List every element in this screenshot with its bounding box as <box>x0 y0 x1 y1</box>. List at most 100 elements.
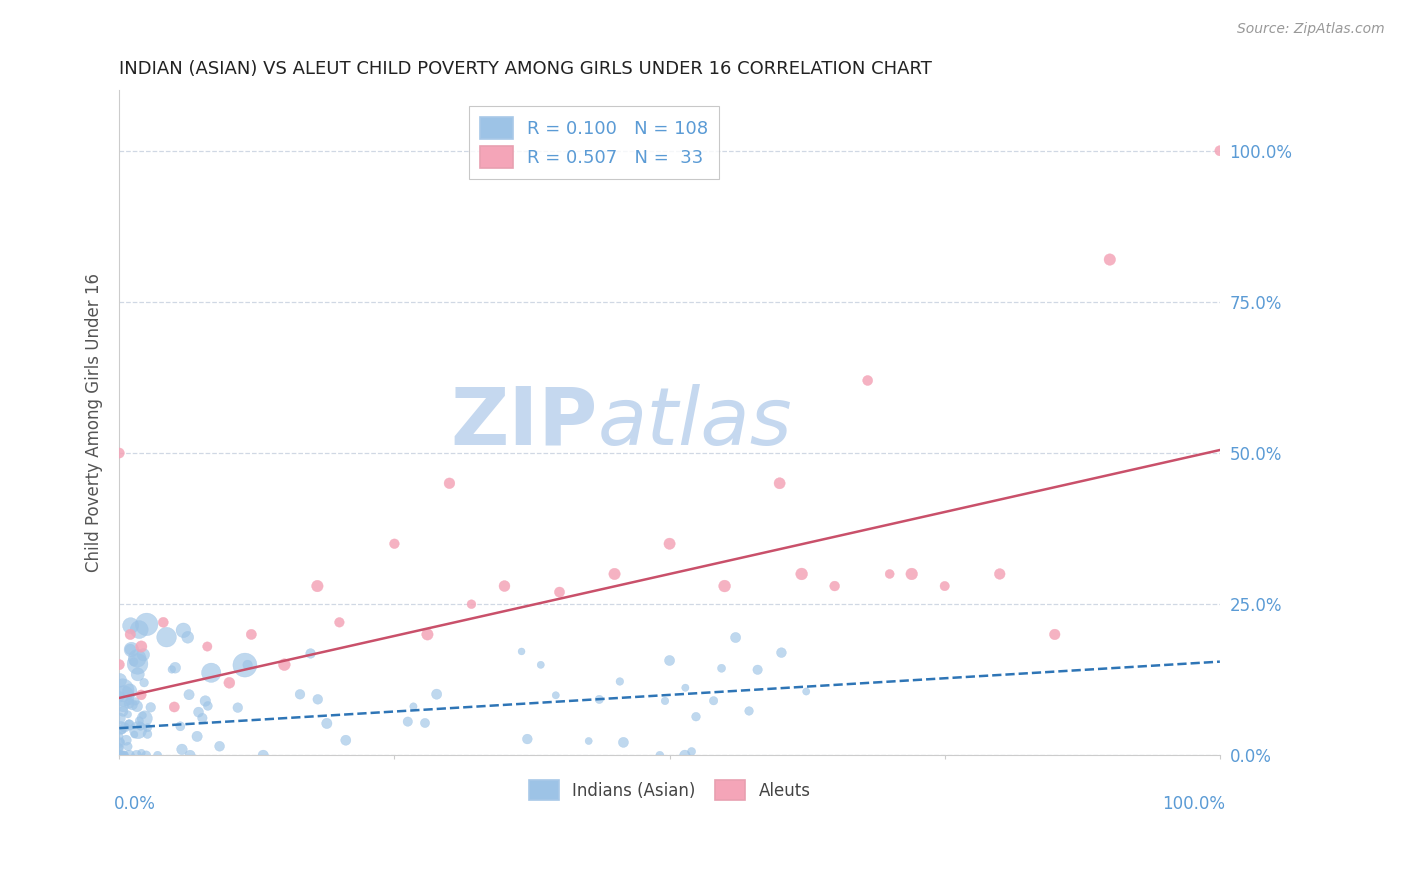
Point <box>1209 144 1232 158</box>
Point <box>118 694 141 708</box>
Point <box>673 681 696 695</box>
Point <box>510 644 533 658</box>
Point <box>187 705 209 719</box>
Point <box>233 658 256 673</box>
Text: ZIP: ZIP <box>451 384 598 462</box>
Point <box>129 719 152 733</box>
Point <box>110 721 132 735</box>
Point <box>108 657 131 672</box>
Point <box>654 694 676 708</box>
Point <box>108 711 131 725</box>
Point <box>226 700 249 714</box>
Point <box>578 734 600 748</box>
Point <box>111 683 134 698</box>
Point <box>108 729 131 743</box>
Point <box>685 709 707 723</box>
Point <box>129 640 152 654</box>
Point <box>128 623 150 637</box>
Point <box>426 687 449 701</box>
Point <box>155 630 177 644</box>
Point <box>135 748 157 763</box>
Point <box>179 748 201 763</box>
Point <box>120 627 142 641</box>
Point <box>121 698 143 712</box>
Point <box>125 748 148 763</box>
Point <box>658 537 681 551</box>
Point <box>236 657 259 672</box>
Point <box>824 579 846 593</box>
Text: 100.0%: 100.0% <box>1163 796 1226 814</box>
Point <box>197 698 219 713</box>
Point <box>111 748 134 763</box>
Point <box>108 740 131 755</box>
Text: Source: ZipAtlas.com: Source: ZipAtlas.com <box>1237 22 1385 37</box>
Point <box>273 657 295 672</box>
Point <box>132 708 155 723</box>
Point <box>165 661 187 675</box>
Point <box>139 700 162 714</box>
Point <box>124 727 146 741</box>
Point <box>108 736 131 750</box>
Point <box>328 615 350 630</box>
Point <box>548 585 571 599</box>
Point <box>307 692 329 706</box>
Point <box>108 673 131 688</box>
Point <box>879 566 901 581</box>
Point <box>658 653 681 667</box>
Point <box>186 730 208 744</box>
Point <box>335 733 357 747</box>
Point <box>790 566 813 581</box>
Point <box>1043 627 1066 641</box>
Point <box>738 704 761 718</box>
Point <box>125 699 148 714</box>
Point <box>710 661 733 675</box>
Point <box>200 665 222 680</box>
Text: INDIAN (ASIAN) VS ALEUT CHILD POVERTY AMONG GIRLS UNDER 16 CORRELATION CHART: INDIAN (ASIAN) VS ALEUT CHILD POVERTY AM… <box>120 60 932 78</box>
Point <box>402 699 425 714</box>
Point <box>118 718 141 732</box>
Point <box>603 566 626 581</box>
Point <box>1098 252 1121 267</box>
Point <box>152 615 174 630</box>
Point <box>288 687 311 701</box>
Point <box>118 697 141 711</box>
Point <box>122 655 145 669</box>
Text: atlas: atlas <box>598 384 793 462</box>
Point <box>673 748 696 763</box>
Point <box>856 374 879 388</box>
Point <box>160 662 183 676</box>
Point <box>494 579 516 593</box>
Point <box>112 748 135 763</box>
Point <box>117 739 139 754</box>
Point <box>396 714 419 729</box>
Point <box>612 735 634 749</box>
Point <box>900 566 922 581</box>
Point <box>127 723 149 738</box>
Point <box>146 748 169 763</box>
Point <box>177 688 200 702</box>
Point <box>135 617 157 632</box>
Point <box>136 727 159 741</box>
Point <box>713 579 735 593</box>
Point <box>768 476 790 491</box>
Point <box>118 716 141 731</box>
Point <box>127 657 149 671</box>
Point <box>120 642 142 657</box>
Point <box>530 657 553 672</box>
Point <box>439 476 461 491</box>
Point <box>169 719 191 733</box>
Point <box>413 716 436 731</box>
Point <box>163 700 186 714</box>
Point <box>460 597 482 611</box>
Point <box>120 618 142 632</box>
Point <box>609 674 631 689</box>
Point <box>132 648 155 662</box>
Point <box>127 667 149 681</box>
Point <box>108 690 131 704</box>
Point <box>112 699 135 714</box>
Point <box>108 446 131 460</box>
Point <box>252 748 274 763</box>
Point <box>194 694 217 708</box>
Point <box>115 733 138 747</box>
Point <box>315 716 337 731</box>
